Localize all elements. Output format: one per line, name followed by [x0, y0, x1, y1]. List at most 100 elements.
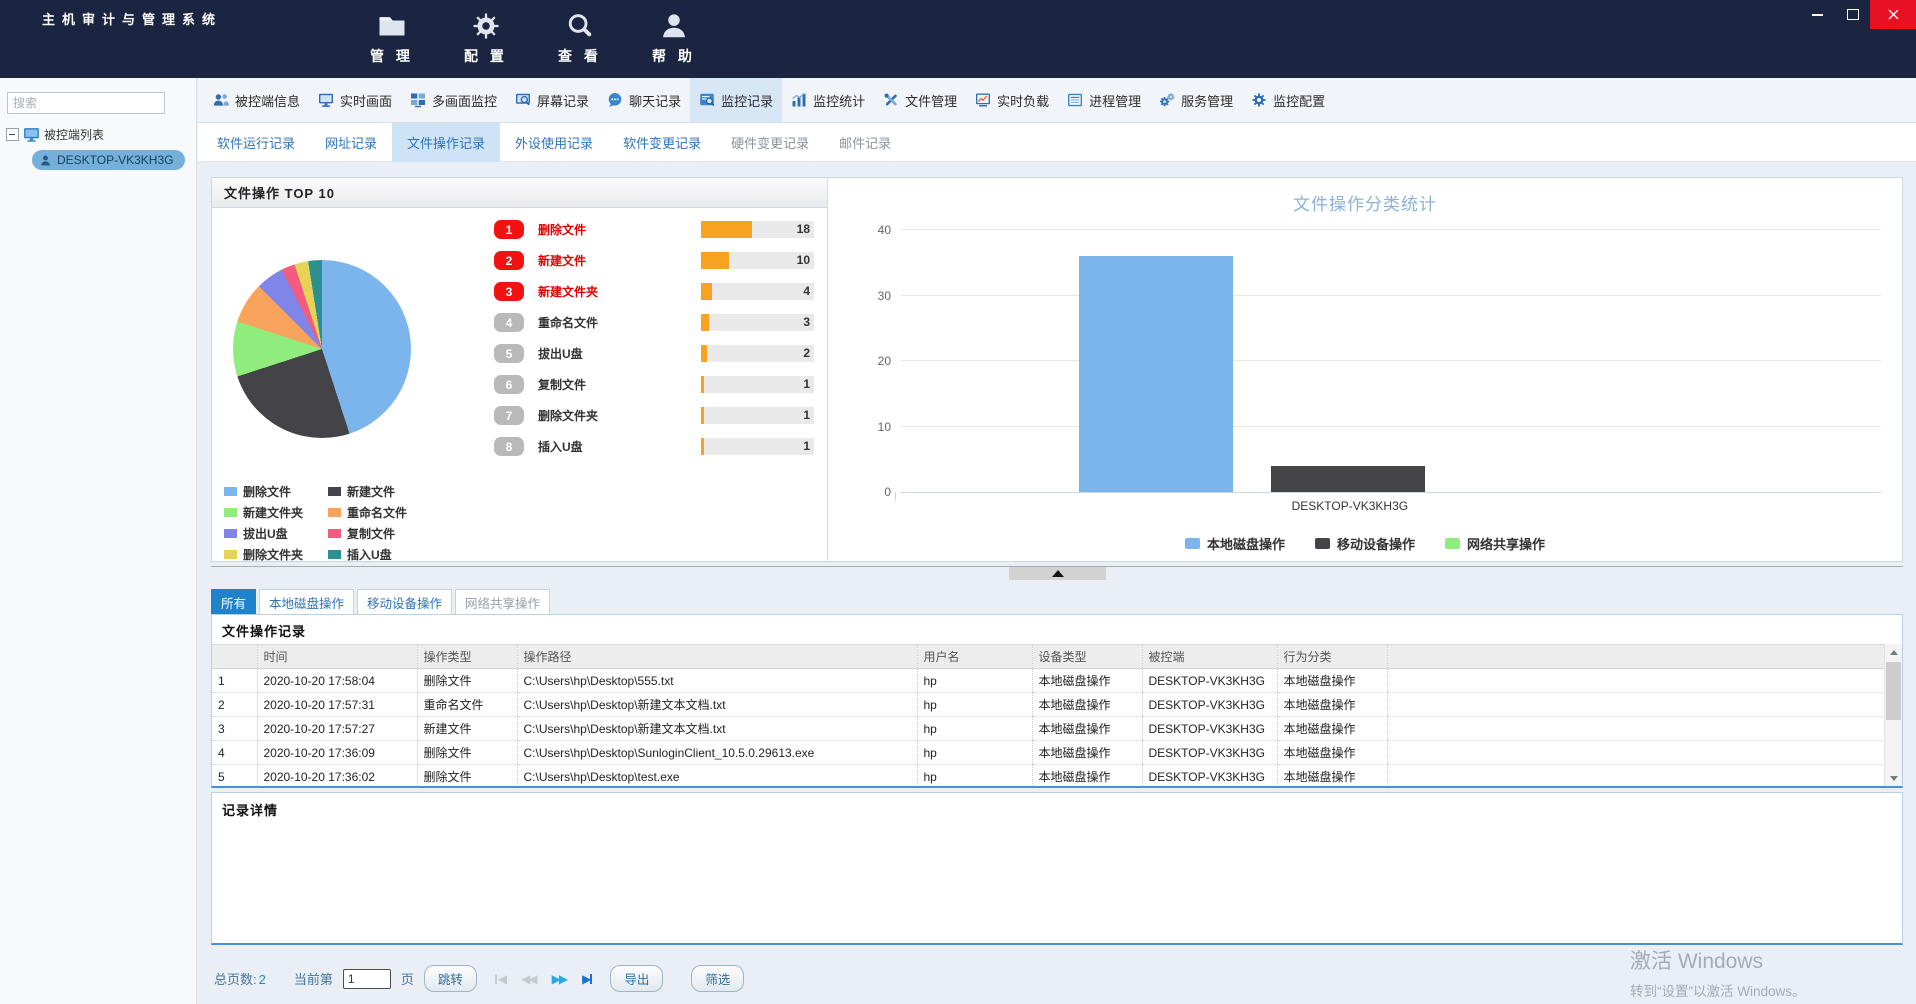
subtab-item[interactable]: 软件变更记录	[623, 135, 702, 151]
pie-legend-item[interactable]: 拔出U盘	[224, 525, 320, 542]
toolbar-item[interactable]: 监控记录	[690, 78, 783, 122]
bar-chart-title: 文件操作分类统计	[1293, 195, 1437, 214]
chart-bar[interactable]	[1079, 256, 1234, 492]
table-cell: 本地磁盘操作	[1276, 692, 1387, 717]
column-header[interactable]: 操作路径	[516, 644, 917, 669]
subtab-item[interactable]: 网址记录	[325, 135, 378, 151]
bar-legend-item[interactable]: 本地磁盘操作	[1184, 534, 1285, 553]
scroll-down-button[interactable]	[1885, 770, 1902, 786]
menu-item[interactable]: 管 理	[356, 11, 428, 66]
filter-tab[interactable]: 网络共享操作	[455, 589, 551, 616]
toolbar-item[interactable]: 聊天记录	[598, 78, 690, 122]
table-cell: 2020-10-20 17:57:31	[256, 692, 417, 717]
pie-legend-item[interactable]: 重命名文件	[328, 504, 407, 521]
vertical-scrollbar[interactable]	[1884, 644, 1902, 786]
search-input[interactable]	[7, 92, 165, 114]
rank-badge: 2	[494, 251, 524, 270]
pie-legend-item[interactable]: 复制文件	[328, 525, 407, 542]
collapse-expander-icon[interactable]	[6, 128, 19, 141]
close-button[interactable]	[1870, 0, 1916, 29]
toolbar-item[interactable]: 文件管理	[874, 78, 966, 122]
menu-item[interactable]: 帮 助	[638, 11, 710, 66]
filter-tab[interactable]: 所有	[211, 589, 257, 616]
toolbar-item[interactable]: 多画面监控	[401, 78, 506, 122]
export-button[interactable]: 导出	[610, 965, 664, 992]
filter-tab[interactable]: 移动设备操作	[357, 589, 453, 616]
collapse-panel-button[interactable]	[1009, 567, 1106, 580]
table-row[interactable]: 1 2020-10-20 17:58:04 删除文件 C:\Users\hp\Desk…	[212, 668, 1885, 693]
next-page-button[interactable]: ▶▶	[551, 971, 569, 986]
maximize-button[interactable]	[1835, 0, 1870, 29]
people-icon	[213, 92, 229, 108]
rank-badge: 8	[494, 437, 524, 456]
pie-legend-item[interactable]: 新建文件	[328, 483, 407, 500]
rank-value: 1	[803, 377, 810, 391]
pie-legend-item[interactable]: 插入U盘	[328, 546, 407, 563]
pie-legend-item[interactable]: 删除文件	[224, 483, 320, 500]
jump-button[interactable]: 跳转	[423, 965, 477, 992]
toolbar-item[interactable]: 监控配置	[1242, 78, 1334, 122]
rank-bar: 1	[701, 407, 814, 424]
scrollbar-thumb[interactable]	[1886, 662, 1901, 720]
toolbar-item[interactable]: 进程管理	[1058, 78, 1150, 122]
subtab-item[interactable]: 硬件变更记录	[731, 135, 810, 151]
search-icon	[565, 11, 595, 41]
host-item[interactable]: DESKTOP-VK3KH3G	[32, 150, 186, 170]
chart-bar[interactable]	[1271, 465, 1426, 492]
toolbar-item[interactable]: 服务管理	[1150, 78, 1242, 122]
subtab-item[interactable]: 邮件记录	[839, 135, 892, 151]
minimize-button[interactable]	[1800, 0, 1835, 29]
scroll-up-button[interactable]	[1885, 644, 1902, 660]
last-page-button[interactable]: ▶	[582, 972, 593, 986]
menu-item[interactable]: 配 置	[450, 11, 522, 66]
total-pages-value: 2	[258, 972, 266, 987]
column-header[interactable]: 设备类型	[1031, 644, 1142, 669]
table-cell: C:\Users\hp\Desktop\新建文本文档.txt	[516, 716, 917, 741]
page-number-input[interactable]	[342, 968, 391, 989]
menu-item[interactable]: 查 看	[544, 11, 616, 66]
toolbar-item[interactable]: 监控统计	[782, 78, 874, 122]
table-cell: 2020-10-20 17:36:09	[256, 740, 417, 765]
table-cell: 删除文件	[416, 668, 517, 693]
pie-legend-item[interactable]: 删除文件夹	[224, 546, 320, 563]
bar-legend-item[interactable]: 移动设备操作	[1314, 534, 1415, 553]
page-nav: ◀ ◀◀ ▶▶ ▶	[494, 971, 593, 986]
filter-tab[interactable]: 本地磁盘操作	[259, 589, 355, 616]
bar-legend-item[interactable]: 网络共享操作	[1445, 534, 1545, 553]
table-cell: 本地磁盘操作	[1031, 740, 1142, 765]
table-cell: hp	[916, 740, 1032, 765]
pie-legend-item[interactable]: 新建文件夹	[224, 504, 320, 521]
subtab-item[interactable]: 外设使用记录	[515, 135, 594, 151]
filter-button[interactable]: 筛选	[691, 965, 745, 992]
toolbar-item[interactable]: 被控端信息	[204, 78, 309, 122]
table-row[interactable]: 4 2020-10-20 17:36:09 删除文件 C:\Users\hp\Desk…	[212, 740, 1885, 765]
rank-label: 拔出U盘	[538, 347, 583, 361]
column-header[interactable]	[1386, 644, 1885, 669]
column-header[interactable]	[212, 644, 257, 669]
pie-legend-label: 新建文件	[347, 485, 396, 499]
first-page-button[interactable]: ◀	[494, 972, 507, 986]
table-row[interactable]: 5 2020-10-20 17:36:02 删除文件 C:\Users\hp\Desk…	[212, 764, 1885, 786]
toolbar-item-label: 文件管理	[905, 93, 958, 109]
menu-item-label: 管 理	[370, 48, 414, 64]
column-header[interactable]: 操作类型	[416, 644, 517, 669]
toolbar-item[interactable]: 屏幕记录	[506, 78, 598, 122]
column-header[interactable]: 用户名	[916, 644, 1032, 669]
toolbar-item[interactable]: 实时负载	[966, 78, 1058, 122]
table-row[interactable]: 3 2020-10-20 17:57:27 新建文件 C:\Users\hp\Desk…	[212, 716, 1885, 741]
table-row[interactable]: 2 2020-10-20 17:57:31 重命名文件 C:\Users\hp\Des…	[212, 692, 1885, 717]
subtab-item[interactable]: 文件操作记录	[392, 122, 501, 162]
rank-badge: 5	[494, 344, 524, 363]
toolbar-item-label: 进程管理	[1089, 93, 1142, 109]
table-cell: hp	[916, 668, 1032, 693]
table-cell: 2020-10-20 17:58:04	[256, 668, 417, 693]
subtab-item[interactable]: 软件运行记录	[217, 135, 296, 151]
prev-page-button[interactable]: ◀◀	[521, 971, 538, 986]
column-header[interactable]: 时间	[256, 644, 417, 669]
column-header[interactable]: 行为分类	[1276, 644, 1387, 669]
pie-chart[interactable]	[233, 260, 411, 438]
tree-root-item[interactable]: 被控端列表	[6, 126, 185, 143]
column-header[interactable]: 被控端	[1141, 644, 1277, 669]
toolbar-item[interactable]: 实时画面	[309, 78, 401, 122]
